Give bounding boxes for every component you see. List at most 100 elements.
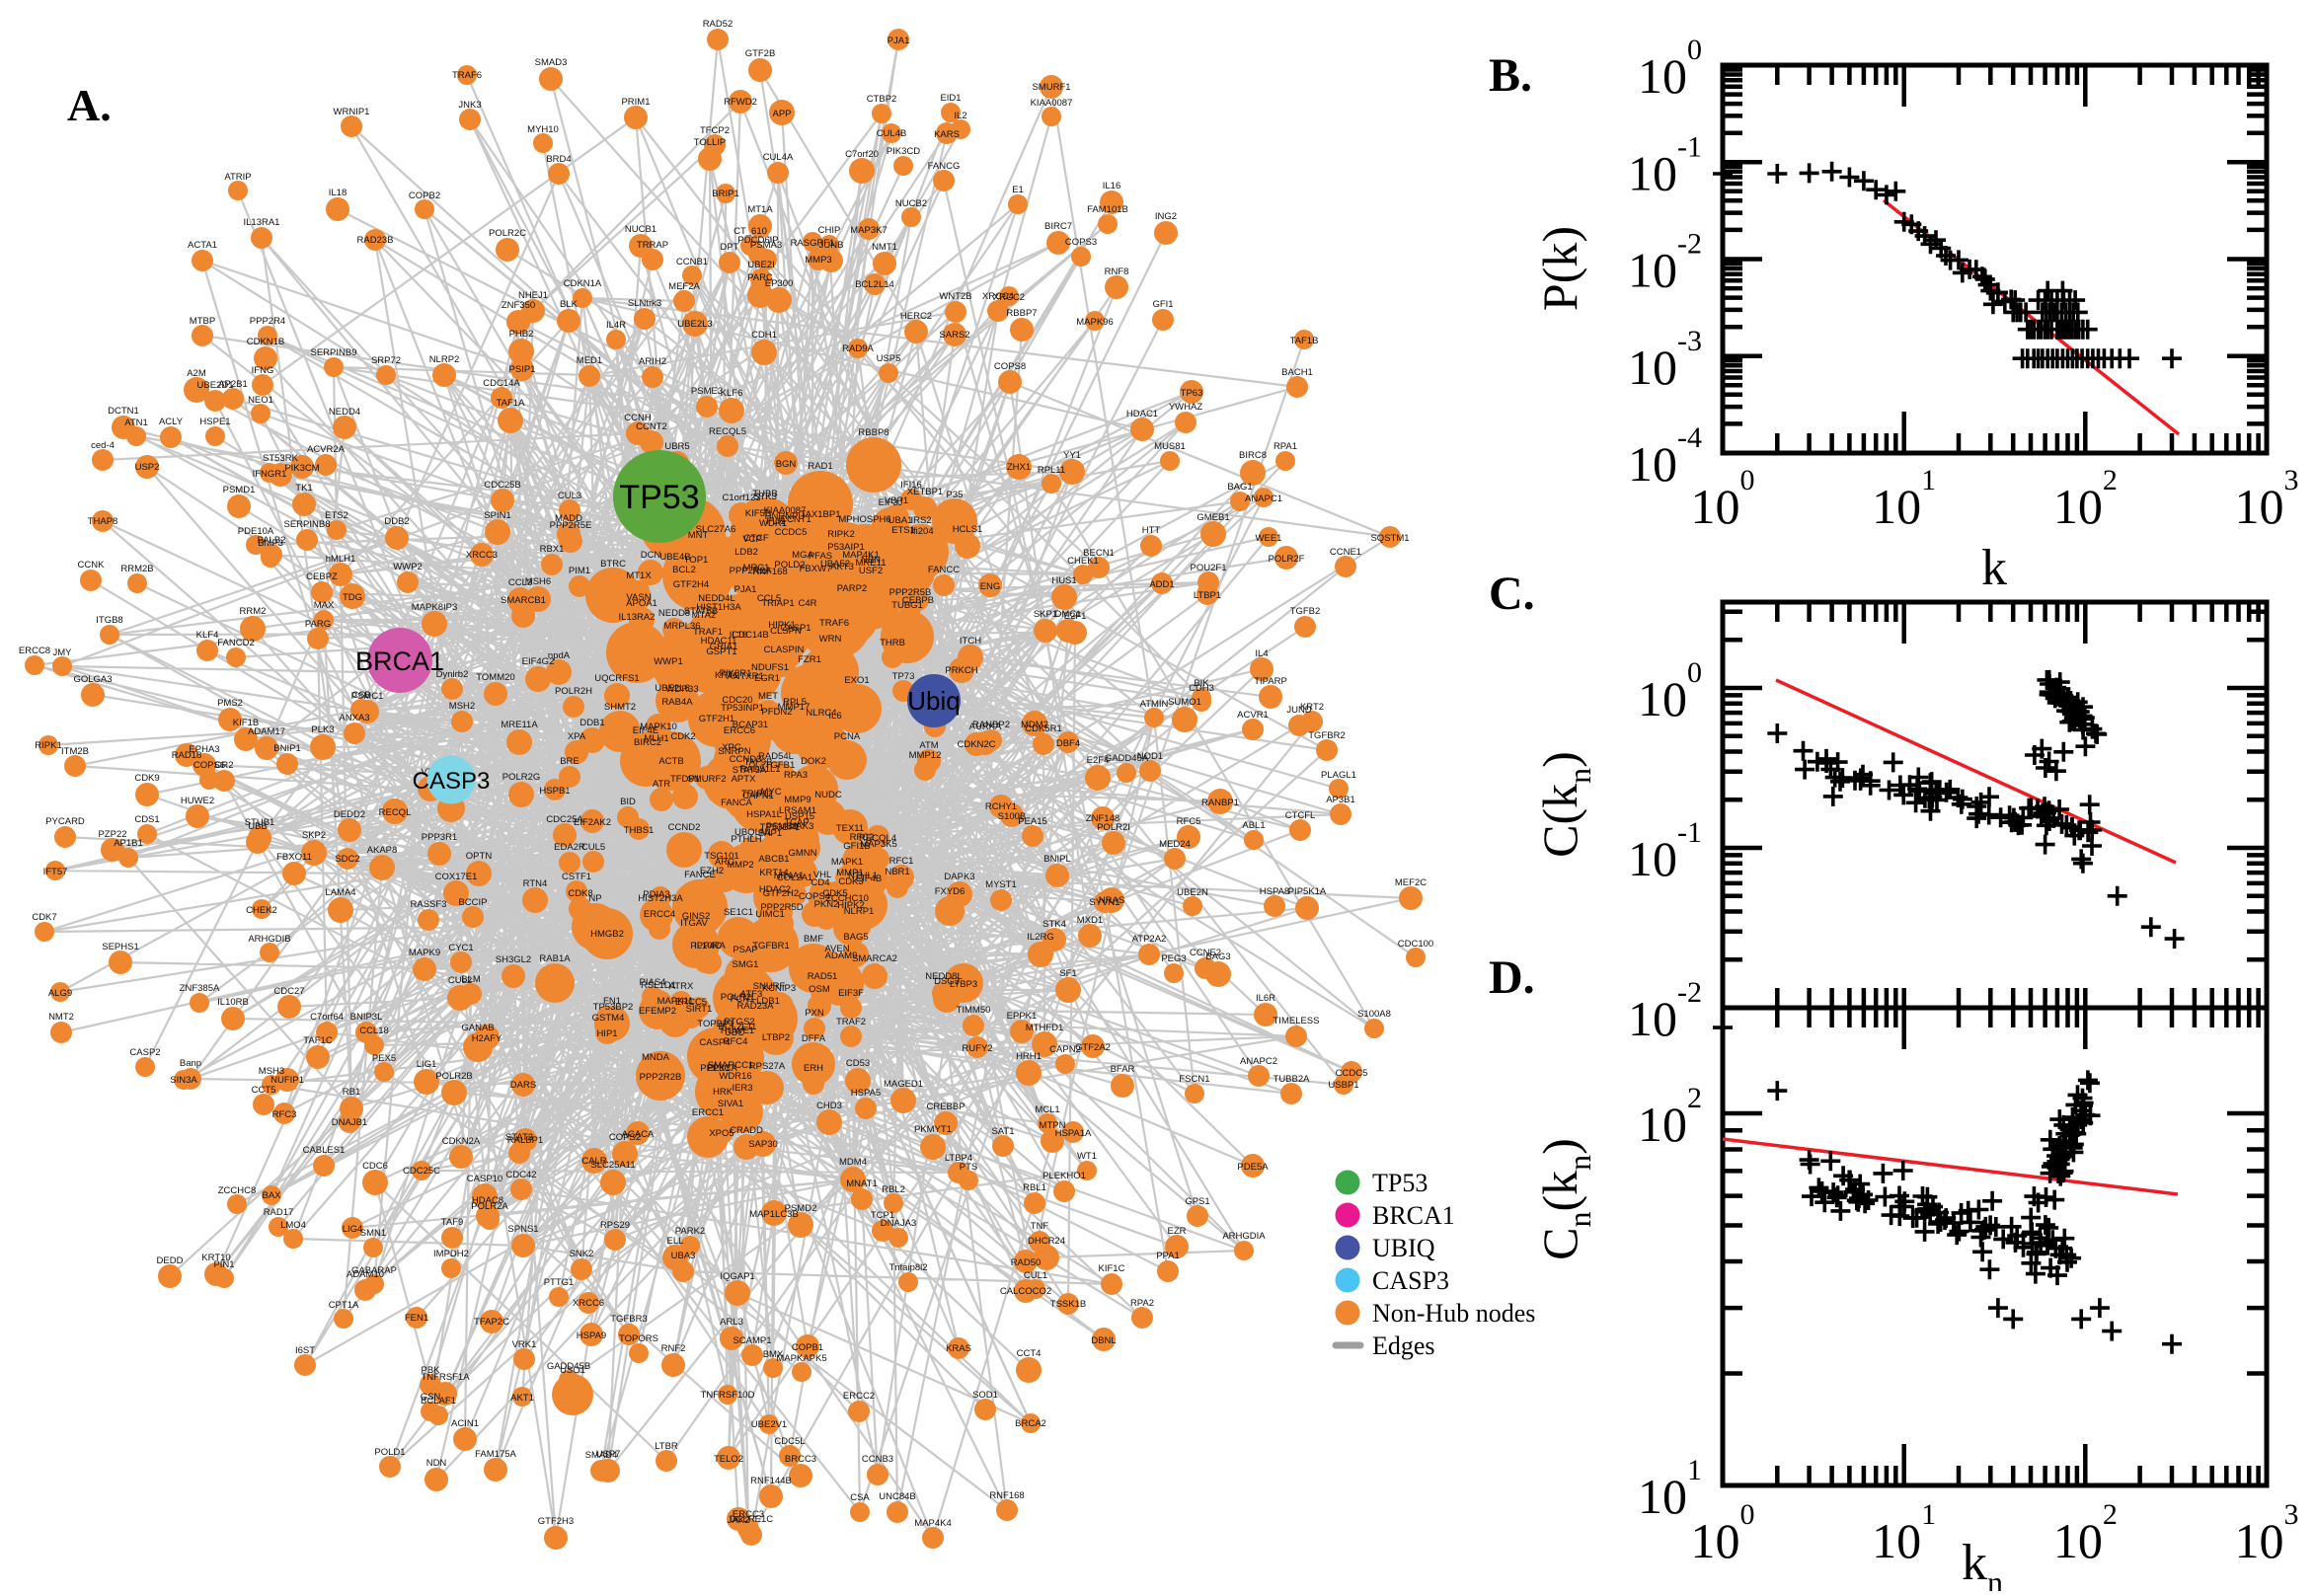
svg-text:BAP1: BAP1 xyxy=(758,828,782,839)
svg-text:RFC2: RFC2 xyxy=(850,832,875,843)
svg-text:MGA: MGA xyxy=(792,550,813,561)
svg-text:CUL3: CUL3 xyxy=(558,491,581,501)
svg-text:P35: P35 xyxy=(947,490,964,500)
svg-text:SMAD3: SMAD3 xyxy=(535,57,568,68)
svg-text:BTRC: BTRC xyxy=(600,559,626,570)
svg-text:FZR1: FZR1 xyxy=(798,654,821,665)
svg-text:STAT5A: STAT5A xyxy=(733,765,767,776)
svg-text:ARHGDIB: ARHGDIB xyxy=(248,934,290,945)
svg-text:RECQL5: RECQL5 xyxy=(709,426,746,437)
svg-text:A2M: A2M xyxy=(187,368,206,379)
svg-text:EIF4G2: EIF4G2 xyxy=(522,656,555,667)
svg-text:RRM2B: RRM2B xyxy=(120,564,153,574)
svg-text:CDC20: CDC20 xyxy=(722,695,752,706)
svg-text:IL4: IL4 xyxy=(1255,648,1268,659)
svg-text:BNIP1: BNIP1 xyxy=(273,743,300,754)
svg-text:TSG101: TSG101 xyxy=(704,851,738,862)
svg-text:TOPBP1: TOPBP1 xyxy=(697,1019,733,1029)
svg-text:UBE2D1: UBE2D1 xyxy=(197,380,234,391)
svg-text:MT1X: MT1X xyxy=(626,570,652,581)
svg-text:VRK1: VRK1 xyxy=(512,1339,537,1350)
svg-text:TFCP2: TFCP2 xyxy=(700,125,730,136)
svg-text:ced-4: ced-4 xyxy=(91,440,115,451)
svg-text:APOA1: APOA1 xyxy=(626,598,657,609)
svg-text:UBA1: UBA1 xyxy=(888,515,913,526)
svg-text:WEE1: WEE1 xyxy=(1256,533,1282,544)
svg-text:RAD51: RAD51 xyxy=(808,971,838,982)
svg-text:PEG3: PEG3 xyxy=(1161,953,1186,964)
svg-text:TRAF6: TRAF6 xyxy=(819,618,849,629)
svg-text:PDIA3: PDIA3 xyxy=(643,889,669,900)
svg-text:MNAT1: MNAT1 xyxy=(846,1178,878,1189)
svg-text:HRK: HRK xyxy=(713,1087,733,1098)
svg-text:BAG3: BAG3 xyxy=(1205,951,1230,962)
svg-text:EZR: EZR xyxy=(1168,1226,1187,1237)
svg-text:SMN1: SMN1 xyxy=(360,1228,386,1239)
svg-text:TELO2: TELO2 xyxy=(714,1454,743,1465)
svg-text:SRP72: SRP72 xyxy=(371,355,401,366)
svg-text:POLR2B: POLR2B xyxy=(435,1071,473,1082)
svg-text:ERH: ERH xyxy=(804,1063,823,1074)
svg-text:JUND: JUND xyxy=(1286,705,1311,716)
svg-text:PKN2: PKN2 xyxy=(814,899,839,910)
svg-text:ACVR1: ACVR1 xyxy=(1237,710,1269,721)
svg-text:VCP: VCP xyxy=(742,534,762,545)
svg-text:OPTN: OPTN xyxy=(466,851,493,862)
svg-text:CCND2: CCND2 xyxy=(668,822,701,833)
svg-text:PARK2: PARK2 xyxy=(675,1226,705,1237)
svg-text:MED1: MED1 xyxy=(577,355,602,366)
svg-text:POLR2F: POLR2F xyxy=(1269,554,1305,565)
svg-text:BMF: BMF xyxy=(804,934,823,945)
svg-text:GANAB: GANAB xyxy=(461,1023,494,1033)
svg-text:CRADD: CRADD xyxy=(730,1125,763,1136)
svg-text:CYC1: CYC1 xyxy=(448,943,473,953)
svg-text:HTT: HTT xyxy=(1142,525,1161,536)
svg-text:BMX: BMX xyxy=(763,1349,784,1360)
svg-text:CDKN1A: CDKN1A xyxy=(564,278,602,289)
svg-text:CDK3: CDK3 xyxy=(838,876,863,887)
svg-text:RTN4: RTN4 xyxy=(523,878,548,889)
svg-text:BMP3: BMP3 xyxy=(258,538,283,549)
svg-text:COPS8: COPS8 xyxy=(994,361,1026,372)
svg-text:TOMM20: TOMM20 xyxy=(476,672,514,683)
svg-text:MEF2A: MEF2A xyxy=(668,281,700,292)
svg-text:SAT1: SAT1 xyxy=(991,1126,1014,1137)
svg-text:COX17E1: COX17E1 xyxy=(435,872,478,882)
svg-text:MRC1: MRC1 xyxy=(743,563,770,573)
svg-text:SLNtrk3: SLNtrk3 xyxy=(628,298,661,309)
svg-text:PZP22: PZP22 xyxy=(98,829,126,840)
svg-text:USBP1: USBP1 xyxy=(1328,1080,1358,1091)
svg-text:TRRAP: TRRAP xyxy=(637,240,668,251)
svg-text:RANBP2: RANBP2 xyxy=(972,720,1010,730)
svg-text:BIK: BIK xyxy=(1194,678,1209,689)
svg-text:CEBPB: CEBPB xyxy=(902,595,934,606)
svg-text:UBC: UBC xyxy=(725,1027,744,1038)
svg-text:GOLGA3: GOLGA3 xyxy=(73,674,112,685)
svg-text:HDAC11: HDAC11 xyxy=(701,636,737,646)
svg-text:PALB2: PALB2 xyxy=(258,535,286,546)
svg-text:GMNN: GMNN xyxy=(788,848,816,859)
svg-text:UBA52: UBA52 xyxy=(820,559,850,570)
svg-text:ZCCHC10: ZCCHC10 xyxy=(825,893,869,904)
svg-text:CASP3: CASP3 xyxy=(1372,1266,1449,1295)
svg-text:HCLS1: HCLS1 xyxy=(953,524,983,535)
svg-text:TFDP1: TFDP1 xyxy=(670,774,700,785)
svg-text:AKT3: AKT3 xyxy=(830,562,854,572)
svg-text:GTF2H4: GTF2H4 xyxy=(673,579,709,590)
svg-text:FBXW7: FBXW7 xyxy=(800,564,832,574)
svg-text:KIAA0087: KIAA0087 xyxy=(764,505,807,516)
svg-text:EIF4B: EIF4B xyxy=(856,874,882,884)
svg-text:ERCC3: ERCC3 xyxy=(733,1509,764,1520)
svg-text:FBXO11: FBXO11 xyxy=(276,852,312,863)
svg-text:DBF4: DBF4 xyxy=(1056,738,1080,749)
svg-text:TGFB1: TGFB1 xyxy=(765,760,796,771)
svg-text:RFWD2: RFWD2 xyxy=(724,97,757,108)
svg-text:NLRP1: NLRP1 xyxy=(844,906,875,917)
svg-text:SE1C1: SE1C1 xyxy=(724,907,753,918)
svg-text:SIRT1: SIRT1 xyxy=(686,1004,713,1015)
svg-text:DMC1: DMC1 xyxy=(1055,609,1082,620)
svg-text:DNAJA3: DNAJA3 xyxy=(881,1218,916,1229)
svg-text:PIM1: PIM1 xyxy=(569,566,590,576)
svg-text:KLF6: KLF6 xyxy=(721,388,743,399)
svg-text:HSPA1L: HSPA1L xyxy=(746,809,782,820)
